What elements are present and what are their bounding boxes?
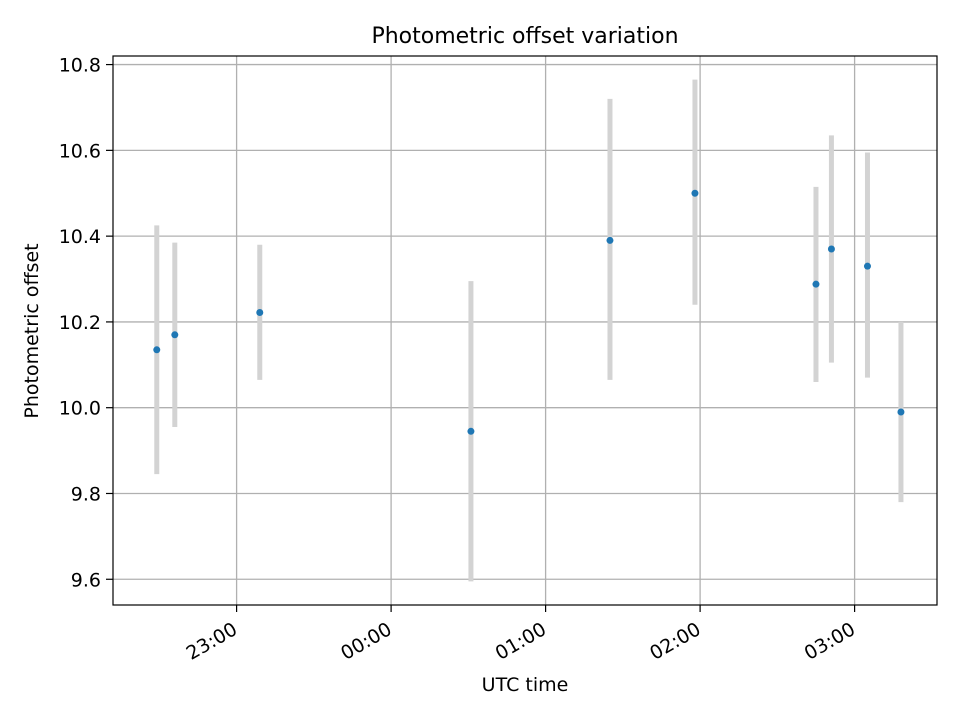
data-point <box>827 245 835 253</box>
data-point <box>691 189 699 197</box>
y-tick-label: 10.6 <box>59 140 101 162</box>
data-point <box>897 408 905 416</box>
data-points <box>153 189 905 435</box>
y-tick-label: 9.8 <box>71 483 101 505</box>
x-axis-label: UTC time <box>482 674 569 696</box>
y-tick-label: 10.4 <box>59 226 101 248</box>
chart-title: Photometric offset variation <box>371 24 678 49</box>
grid <box>113 56 937 605</box>
data-point <box>153 346 161 354</box>
data-point <box>606 236 614 244</box>
y-tick-label: 10.2 <box>59 312 101 334</box>
y-tick-label: 10.0 <box>59 398 101 420</box>
y-axis-label: Photometric offset <box>21 243 43 418</box>
y-axis-ticks: 9.6 9.8 10.0 10.2 10.4 10.6 10.8 <box>59 55 113 591</box>
data-point <box>812 280 820 288</box>
plot-frame <box>112 55 938 606</box>
data-point <box>256 308 264 316</box>
data-point <box>171 331 179 339</box>
data-point <box>467 427 475 435</box>
data-point <box>863 262 871 270</box>
y-tick-label: 9.6 <box>71 569 101 591</box>
y-tick-label: 10.8 <box>59 55 101 77</box>
